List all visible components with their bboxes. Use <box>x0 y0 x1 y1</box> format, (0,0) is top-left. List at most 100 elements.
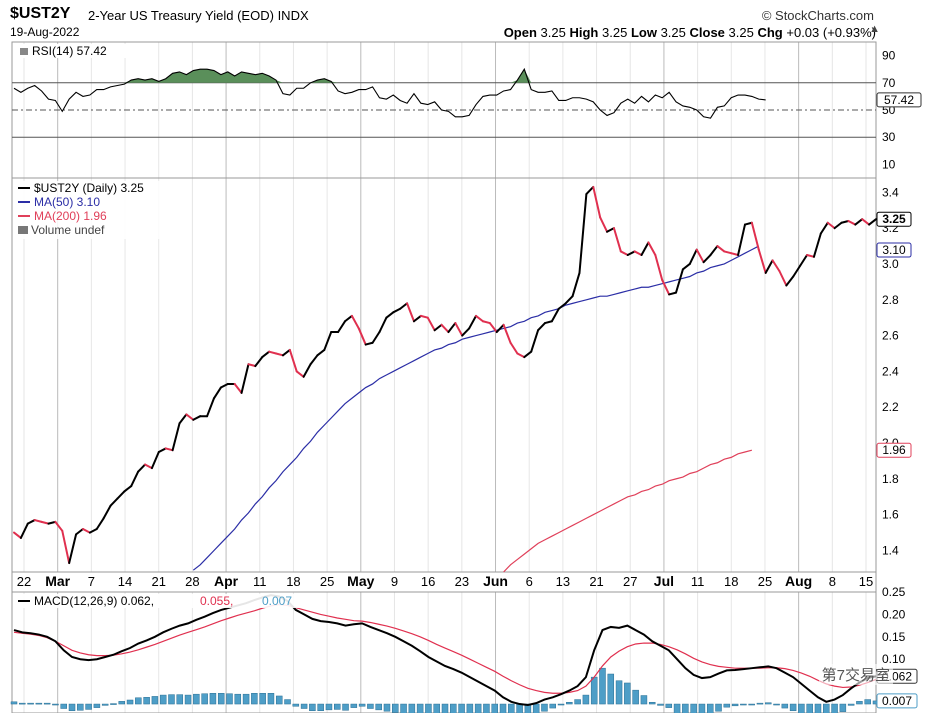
price-segment <box>88 528 98 534</box>
x-axis-month-label: Jul <box>654 573 674 589</box>
macd-legend: MACD(12,26,9) 0.062, <box>34 594 154 608</box>
price-last-value: 1.96 <box>882 443 906 457</box>
price-segment <box>33 519 43 523</box>
ma200-legend: MA(200) 1.96 <box>34 209 107 223</box>
price-segment <box>502 323 512 344</box>
x-axis-day-label: 6 <box>526 574 533 589</box>
price-segment <box>675 268 684 294</box>
macd-histogram-bar <box>433 703 440 713</box>
price-segment <box>826 221 836 230</box>
x-axis-day-label: 28 <box>185 574 199 589</box>
price-segment <box>550 307 560 323</box>
macd-histogram-bar <box>756 702 764 705</box>
macd-histogram-bar <box>242 693 250 705</box>
price-segment <box>109 497 119 507</box>
x-axis-day-label: 18 <box>286 574 300 589</box>
price-segment <box>81 528 91 534</box>
macd-histogram <box>10 667 880 713</box>
x-axis-day-label: 9 <box>391 574 398 589</box>
low-value: 3.25 <box>660 25 686 40</box>
x-axis-day-label: 18 <box>724 574 738 589</box>
price-y-tick: 2.4 <box>882 364 899 378</box>
price-last-value-box <box>876 442 912 458</box>
price-segment <box>654 254 664 282</box>
price-segment <box>254 356 264 368</box>
macd-histogram-bar <box>483 703 490 713</box>
price-segment <box>702 254 712 264</box>
price-y-tick: 2.8 <box>882 293 899 307</box>
macd-histogram-bar <box>408 703 416 713</box>
macd-histogram-bar <box>342 703 349 711</box>
price-y-tick: 3.0 <box>882 257 899 271</box>
macd-histogram-bar <box>624 682 631 705</box>
macd-line <box>13 594 877 706</box>
macd-histogram-bar <box>814 703 822 713</box>
x-axis-month-label: Aug <box>785 573 812 589</box>
x-axis-day-label: 16 <box>421 574 435 589</box>
price-segment <box>47 520 57 525</box>
macd-histogram-bar <box>234 693 242 705</box>
price-segment <box>854 218 864 226</box>
price-segment <box>275 352 284 357</box>
macd-histogram-bar <box>217 693 225 705</box>
x-axis-day-label: 27 <box>623 574 637 589</box>
macd-histogram-bar <box>566 701 573 705</box>
price-legend-bg <box>16 181 190 239</box>
macd-histogram-bar <box>723 703 731 708</box>
price-segment <box>619 250 629 257</box>
macd-histogram-bar <box>765 702 772 705</box>
macd-histogram-bar <box>516 703 523 713</box>
price-segment <box>206 397 215 418</box>
price-segment <box>357 327 367 346</box>
price-segment <box>26 519 36 525</box>
x-axis-day-label: 22 <box>17 574 31 589</box>
price-segment <box>192 415 202 421</box>
price-segment <box>219 382 229 389</box>
x-axis-day-label: 14 <box>118 574 132 589</box>
macd-histogram-bar <box>60 703 67 709</box>
price-segment <box>578 193 588 274</box>
x-axis-day-label: 15 <box>859 574 873 589</box>
macd-histogram-bar <box>52 703 59 706</box>
ticker-symbol[interactable]: $UST2Y <box>10 5 71 22</box>
macd-y-tick: 0.10 <box>882 652 906 666</box>
price-segment <box>681 262 691 271</box>
price-segment <box>350 314 360 330</box>
brand-logo[interactable]: © StockCharts.com <box>761 8 874 23</box>
price-segment <box>75 528 84 536</box>
ticker-description: 2-Year US Treasury Yield (EOD) INDX <box>88 8 309 23</box>
triangle-up-icon[interactable]: ▲ <box>869 23 880 35</box>
macd-panel-frame <box>11 591 877 713</box>
macd-histogram-bar <box>35 702 43 705</box>
price-segment <box>806 254 815 258</box>
price-segment <box>723 250 733 255</box>
macd-histogram-bar <box>416 703 424 713</box>
price-segment <box>737 223 746 257</box>
price-last-value-box <box>876 211 912 227</box>
price-segment <box>757 248 767 274</box>
macd-histogram-bar <box>168 694 175 705</box>
rsi-legend-icon <box>20 48 28 55</box>
macd-histogram-bar <box>292 703 300 707</box>
ma50-line <box>192 245 760 571</box>
price-segment <box>364 341 374 346</box>
x-axis-day-label: 7 <box>88 574 95 589</box>
price-segment <box>116 490 126 500</box>
price-segment <box>840 219 850 224</box>
macd-histogram-bar <box>698 703 706 713</box>
price-segment <box>247 363 257 368</box>
price-segment <box>509 341 519 355</box>
price-segment <box>454 322 464 337</box>
price-y-tick: 2.2 <box>882 400 899 414</box>
macd-histogram-bar <box>151 696 159 705</box>
price-segment <box>812 232 822 258</box>
price-segment <box>475 314 484 323</box>
macd-histogram-bar <box>640 695 648 705</box>
price-segment <box>833 221 843 230</box>
macd-histogram-bar <box>325 703 333 711</box>
macd-histogram-bar <box>748 703 755 706</box>
macd-histogram-bar <box>450 703 457 713</box>
price-segment <box>123 485 133 493</box>
price-segment <box>571 271 581 298</box>
rsi-legend-bg <box>18 44 128 58</box>
